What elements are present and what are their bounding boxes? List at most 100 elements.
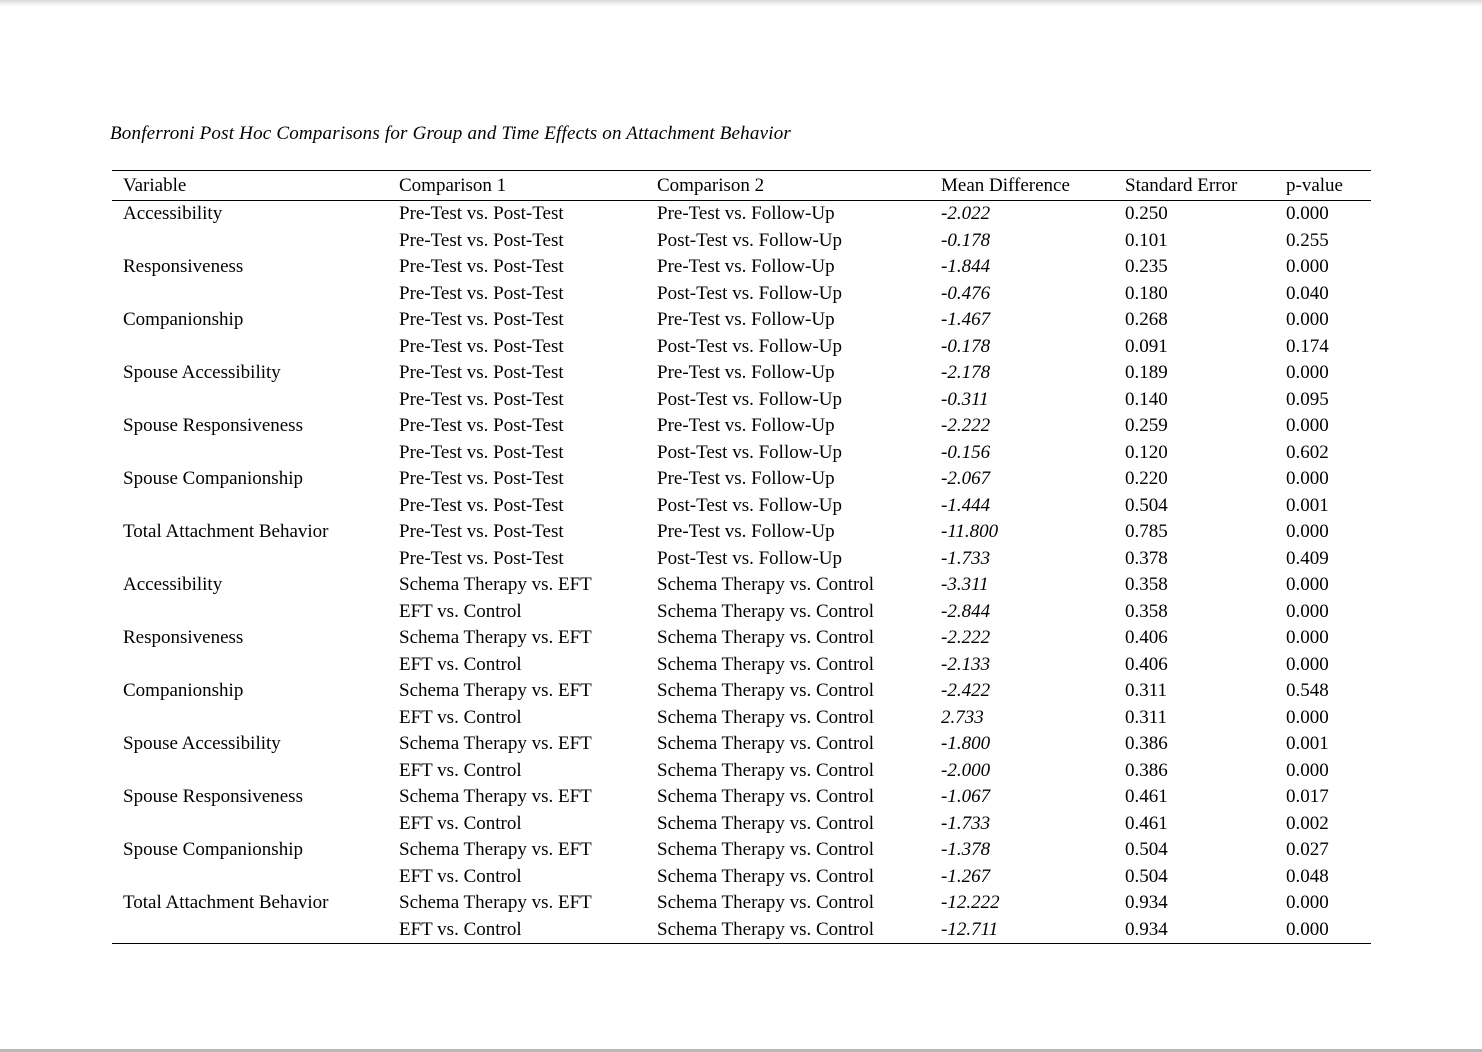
cell-mean-difference: -2.844 (941, 600, 991, 622)
cell-standard-error: 0.140 (1125, 388, 1168, 410)
cell-variable: Spouse Companionship (123, 468, 303, 489)
cell-mean-difference: -1.733 (941, 547, 991, 569)
cell-comparison-2: Schema Therapy vs. Control (657, 786, 875, 807)
cell-comparison-1: Pre-Test vs. Post-Test (399, 256, 564, 277)
cell-mean-difference: -0.156 (941, 441, 991, 463)
cell-variable (112, 387, 399, 414)
cell-comparison-2: Schema Therapy vs. Control (657, 892, 875, 913)
cell-comparison-2: Post-Test vs. Follow-Up (657, 229, 842, 251)
cell-standard-error: 0.220 (1125, 468, 1168, 489)
cell-variable: Total Attachment Behavior (123, 521, 329, 542)
cell-mean-difference: 2.733 (941, 706, 984, 728)
cell-mean-difference: -0.178 (941, 229, 991, 251)
cell-mean-difference: -3.311 (941, 574, 989, 595)
cell-standard-error: 0.259 (1125, 415, 1168, 436)
cell-comparison-1: Pre-Test vs. Post-Test (399, 547, 564, 569)
table-row: Responsiveness Schema Therapy vs. EFT Sche… (112, 625, 1371, 652)
cell-comparison-2: Post-Test vs. Follow-Up (657, 335, 842, 357)
cell-standard-error: 0.934 (1125, 916, 1286, 944)
cell-standard-error: 0.785 (1125, 521, 1168, 542)
cell-comparison-2: Schema Therapy vs. Control (657, 706, 875, 728)
cell-comparison-1: Pre-Test vs. Post-Test (399, 468, 564, 489)
cell-comparison-1: Pre-Test vs. Post-Test (399, 494, 564, 516)
cell-mean-difference: -1.800 (941, 733, 991, 754)
cell-variable: Accessibility (123, 203, 223, 224)
cell-comparison-2: Post-Test vs. Follow-Up (657, 547, 842, 569)
cell-variable: Companionship (123, 309, 244, 330)
cell-mean-difference: -0.476 (941, 282, 991, 304)
cell-comparison-1: Pre-Test vs. Post-Test (399, 335, 564, 357)
cell-comparison-2: Post-Test vs. Follow-Up (657, 441, 842, 463)
cell-mean-difference: -1.444 (941, 494, 991, 516)
cell-comparison-1: Schema Therapy vs. EFT (399, 839, 592, 860)
table-row: Pre-Test vs. Post-Test Post-Test vs. Foll… (112, 387, 1371, 414)
cell-comparison-2: Schema Therapy vs. Control (657, 759, 875, 781)
cell-p-value: 0.000 (1286, 362, 1329, 383)
cell-variable (112, 758, 399, 785)
column-header-standard-error: Standard Error (1125, 170, 1286, 201)
cell-mean-difference: -2.000 (941, 759, 991, 781)
cell-comparison-2: Post-Test vs. Follow-Up (657, 388, 842, 410)
table-row: Pre-Test vs. Post-Test Post-Test vs. Foll… (112, 334, 1371, 361)
cell-standard-error: 0.934 (1125, 892, 1168, 913)
cell-variable (112, 281, 399, 308)
cell-standard-error: 0.406 (1125, 653, 1168, 675)
cell-p-value: 0.409 (1286, 547, 1329, 569)
cell-p-value: 0.000 (1286, 759, 1329, 781)
cell-comparison-1: Schema Therapy vs. EFT (399, 680, 592, 701)
cell-standard-error: 0.386 (1125, 733, 1168, 754)
table-row: Pre-Test vs. Post-Test Post-Test vs. Foll… (112, 228, 1371, 255)
cell-p-value: 0.001 (1286, 733, 1329, 754)
cell-standard-error: 0.180 (1125, 282, 1168, 304)
cell-mean-difference: -1.733 (941, 812, 991, 834)
cell-comparison-2: Schema Therapy vs. Control (657, 600, 875, 622)
cell-p-value: 0.001 (1286, 494, 1329, 516)
cell-comparison-1: Pre-Test vs. Post-Test (399, 441, 564, 463)
cell-p-value: 0.048 (1286, 865, 1329, 887)
cell-mean-difference: -1.267 (941, 865, 991, 887)
cell-comparison-2: Pre-Test vs. Follow-Up (657, 256, 835, 277)
cell-comparison-1: EFT vs. Control (399, 653, 522, 675)
column-header-variable: Variable (112, 170, 399, 201)
column-header-p-value: p-value (1286, 170, 1371, 201)
cell-standard-error: 0.406 (1125, 627, 1168, 648)
cell-mean-difference: -11.800 (941, 521, 999, 542)
cell-standard-error: 0.235 (1125, 256, 1168, 277)
viewport-bottom-edge (0, 1049, 1482, 1052)
cell-standard-error: 0.268 (1125, 309, 1168, 330)
cell-variable: Total Attachment Behavior (123, 892, 329, 913)
cell-p-value: 0.255 (1286, 229, 1329, 251)
cell-p-value: 0.017 (1286, 786, 1329, 807)
cell-variable (112, 546, 399, 573)
cell-standard-error: 0.461 (1125, 786, 1168, 807)
cell-comparison-1: EFT vs. Control (399, 759, 522, 781)
cell-comparison-1: EFT vs. Control (399, 600, 522, 622)
cell-variable (112, 864, 399, 891)
cell-p-value: 0.000 (1286, 706, 1329, 728)
cell-variable (112, 652, 399, 679)
cell-comparison-1: EFT vs. Control (399, 916, 657, 944)
cell-comparison-2: Pre-Test vs. Follow-Up (657, 468, 835, 489)
cell-p-value: 0.095 (1286, 388, 1329, 410)
table-row: Spouse Companionship Pre-Test vs. Post-Te… (112, 466, 1371, 493)
column-header-comparison-2: Comparison 2 (657, 170, 941, 201)
table-row: Pre-Test vs. Post-Test Post-Test vs. Foll… (112, 440, 1371, 467)
table-row: Pre-Test vs. Post-Test Post-Test vs. Foll… (112, 493, 1371, 520)
cell-comparison-2: Pre-Test vs. Follow-Up (657, 415, 835, 436)
cell-variable: Spouse Accessibility (123, 733, 281, 754)
cell-comparison-1: Pre-Test vs. Post-Test (399, 362, 564, 383)
cell-standard-error: 0.120 (1125, 441, 1168, 463)
cell-comparison-1: Schema Therapy vs. EFT (399, 627, 592, 648)
table-row: Companionship Pre-Test vs. Post-Test Pre-T… (112, 307, 1371, 334)
cell-standard-error: 0.504 (1125, 494, 1168, 516)
cell-comparison-1: Pre-Test vs. Post-Test (399, 282, 564, 304)
cell-p-value: 0.040 (1286, 282, 1329, 304)
cell-comparison-1: EFT vs. Control (399, 706, 522, 728)
cell-p-value: 0.000 (1286, 600, 1329, 622)
table-row: EFT vs. Control Schema Therapy vs. Contro… (112, 811, 1371, 838)
cell-standard-error: 0.504 (1125, 839, 1168, 860)
cell-mean-difference: -12.222 (941, 892, 1000, 913)
cell-comparison-1: Pre-Test vs. Post-Test (399, 203, 564, 224)
cell-variable: Spouse Accessibility (123, 362, 281, 383)
cell-variable: Companionship (123, 680, 244, 701)
